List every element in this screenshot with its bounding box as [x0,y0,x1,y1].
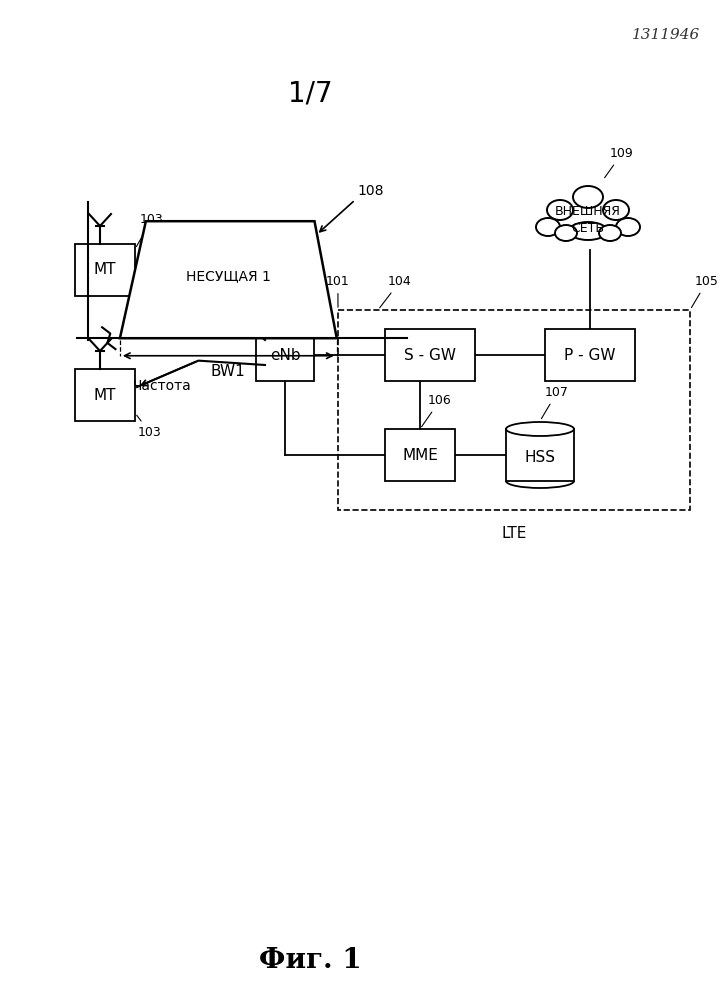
Ellipse shape [603,200,629,220]
Text: 103: 103 [137,415,162,439]
Text: MT: MT [94,387,116,402]
Text: S - GW: S - GW [404,348,456,362]
Text: Частота: Частота [133,379,191,393]
Text: 108: 108 [357,184,384,198]
Text: 101: 101 [326,275,349,307]
Ellipse shape [555,225,577,241]
Bar [256,329,314,381]
Text: 1/7: 1/7 [288,80,332,108]
Ellipse shape [569,222,607,240]
Ellipse shape [506,422,574,436]
Ellipse shape [599,225,621,241]
Ellipse shape [616,218,640,236]
Text: MT: MT [94,262,116,277]
Text: P - GW: P - GW [564,348,616,362]
Text: 105: 105 [692,275,719,308]
Text: MME: MME [402,448,438,462]
Text: HSS: HSS [524,450,555,466]
Bar [506,429,574,481]
Ellipse shape [536,218,560,236]
Bar [75,369,135,421]
Text: 1311946: 1311946 [632,28,700,42]
Ellipse shape [573,186,603,208]
Text: eNb: eNb [269,348,301,362]
Text: Фиг. 1: Фиг. 1 [258,946,361,974]
Text: 107: 107 [542,386,569,419]
Bar [385,329,475,381]
Bar [338,310,690,510]
Text: BW1: BW1 [211,364,246,379]
Bar [545,329,635,381]
Text: 103: 103 [136,213,164,247]
Text: 109: 109 [605,147,634,178]
Text: ВНЕШНЯЯ
СЕТЬ: ВНЕШНЯЯ СЕТЬ [555,205,621,235]
Text: 102: 102 [300,311,324,324]
Text: НЕСУЩАЯ 1: НЕСУЩАЯ 1 [186,269,271,283]
Polygon shape [120,221,337,338]
Text: 104: 104 [380,275,412,308]
Text: LTE: LTE [502,526,526,541]
Bar [75,244,135,296]
Text: 106: 106 [422,394,452,427]
Ellipse shape [547,200,573,220]
Bar [385,429,455,481]
